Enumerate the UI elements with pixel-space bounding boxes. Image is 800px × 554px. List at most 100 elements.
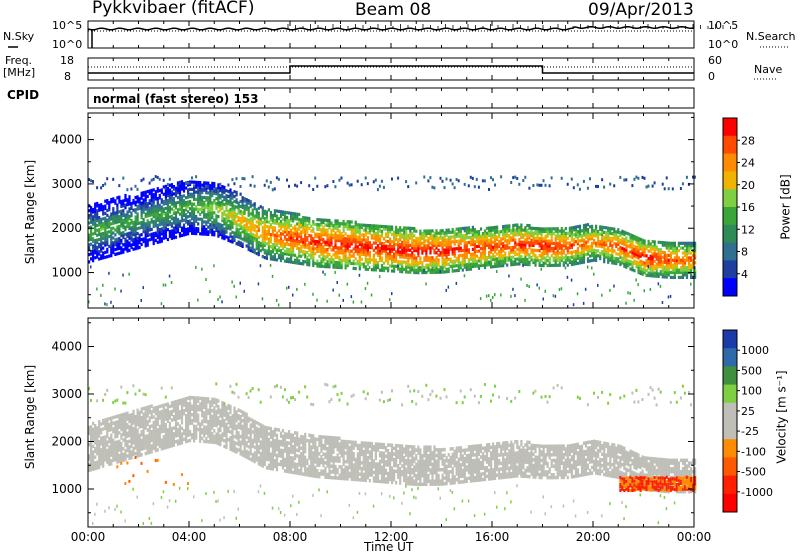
velocity-cell [94,426,97,431]
power-cell [597,185,599,188]
power-cell [340,246,343,250]
power-cell [354,235,357,239]
power-cell [409,234,412,238]
power-cell [255,215,258,219]
power-cell [528,246,531,250]
power-cell [550,249,553,253]
power-cell [239,231,242,235]
velocity-cell [100,422,103,426]
power-cell [292,233,295,238]
power-cell [112,231,115,235]
power-cell [635,235,638,240]
power-cell [447,243,450,247]
power-cell [215,214,218,218]
power-cell [279,222,283,226]
power-cell [253,248,256,252]
power-cell [399,245,402,249]
power-cell [441,229,444,233]
power-cell [483,179,486,183]
power-cell [364,260,367,264]
power-cell [126,246,129,251]
power-cell [174,194,178,198]
power-cell [118,195,121,199]
power-cell [665,260,668,265]
power-cell [185,215,188,219]
power-cell [445,255,448,259]
power-cell [637,266,640,270]
power-cell [403,253,406,257]
power-cell [653,245,656,249]
power-cell [112,197,115,201]
power-cell [100,220,103,224]
power-cell [320,230,323,234]
power-cell [647,244,650,248]
velocity-cell [110,453,113,457]
power-cell [197,202,200,206]
power-cell [191,202,194,206]
power-cell [247,201,250,205]
power-cell [506,224,509,228]
power-cell [251,175,254,179]
power-cell [132,223,135,227]
power-cell [692,266,695,270]
power-cell [603,185,606,189]
power-cell [376,188,379,192]
power-cell [554,241,557,245]
power-cell [449,242,452,247]
power-cell [362,252,365,257]
power-cell [251,218,254,222]
velocity-cell [96,466,99,470]
power-cell [421,251,424,255]
power-cell [619,260,622,264]
power-cell [160,198,163,202]
power-cell [180,226,184,230]
power-cell [629,245,632,249]
power-cell [417,241,420,245]
velocity-cell [120,427,123,432]
power-cell [645,259,648,263]
power-cell [118,244,121,248]
power-cell [530,243,533,247]
velocity-cell [104,423,107,428]
power-cell [629,291,631,295]
power-cell [231,201,234,205]
velocity-cell [108,456,111,461]
power-cell [142,239,145,244]
power-cell [611,251,614,255]
power-cell [439,231,442,235]
power-cell [235,193,238,197]
power-cell [382,268,386,273]
power-cell [625,251,628,255]
power-cell [106,238,109,242]
power-cell [209,213,212,217]
power-cell [334,219,337,223]
power-cell [166,220,169,224]
power-cell [156,231,159,235]
power-cell [387,225,390,229]
power-cell [154,224,157,228]
power-cell [568,260,571,264]
power-cell [88,300,90,304]
power-cell [265,254,268,258]
power-cell [391,292,393,296]
power-cell [488,246,491,250]
power-cell [132,198,135,203]
power-cell [570,177,573,181]
power-cell [653,252,656,256]
power-cell [356,245,359,249]
power-cell [88,260,91,264]
power-cell [334,241,337,245]
power-cell [288,238,291,242]
power-cell [209,228,212,232]
power-cell [306,236,309,240]
power-cell [673,258,676,262]
power-cell [215,204,218,208]
power-cell [542,246,545,251]
power-cell [655,255,658,259]
power-cell [267,247,270,251]
power-cell [611,239,614,243]
power-cell [417,236,420,241]
power-cell [576,254,579,258]
power-cell [209,193,212,198]
power-cell [560,251,563,255]
